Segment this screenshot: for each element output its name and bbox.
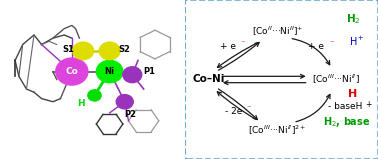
Text: P1: P1 xyxy=(143,67,155,76)
Text: ⁻: ⁻ xyxy=(246,104,251,113)
Text: Co: Co xyxy=(65,67,78,76)
Text: + e: + e xyxy=(308,42,324,51)
Text: H$^+$: H$^+$ xyxy=(349,35,365,48)
Text: [Co$^{II}$···Ni$^{II}$]$^{+}$: [Co$^{II}$···Ni$^{II}$]$^{+}$ xyxy=(252,25,304,38)
FancyBboxPatch shape xyxy=(185,0,378,159)
Circle shape xyxy=(116,95,133,109)
Circle shape xyxy=(56,58,88,85)
Text: ⁻: ⁻ xyxy=(241,39,245,48)
Text: H: H xyxy=(77,99,85,108)
Text: Co–Ni: Co–Ni xyxy=(192,75,225,84)
Text: H: H xyxy=(348,89,358,99)
Text: ⁻: ⁻ xyxy=(329,39,334,48)
Text: S2: S2 xyxy=(119,45,131,54)
Text: - baseH: - baseH xyxy=(328,102,363,111)
Text: Ni: Ni xyxy=(105,67,115,76)
Circle shape xyxy=(88,90,101,101)
Circle shape xyxy=(123,67,142,83)
Text: [Co$^{III}$···Ni$^{II}$]: [Co$^{III}$···Ni$^{II}$] xyxy=(312,73,359,86)
Text: +: + xyxy=(365,100,372,109)
Text: S1: S1 xyxy=(62,45,74,54)
Text: H$_2$: H$_2$ xyxy=(345,12,360,26)
Text: - 2e: - 2e xyxy=(225,107,242,116)
Text: + e: + e xyxy=(220,42,235,51)
Circle shape xyxy=(73,42,94,60)
Circle shape xyxy=(99,42,120,60)
Text: P2: P2 xyxy=(124,110,136,119)
Text: [Co$^{III}$···Ni$^{II}$]$^{2+}$: [Co$^{III}$···Ni$^{II}$]$^{2+}$ xyxy=(248,124,307,137)
Text: H$_2$, base: H$_2$, base xyxy=(324,115,371,129)
Circle shape xyxy=(96,60,123,83)
